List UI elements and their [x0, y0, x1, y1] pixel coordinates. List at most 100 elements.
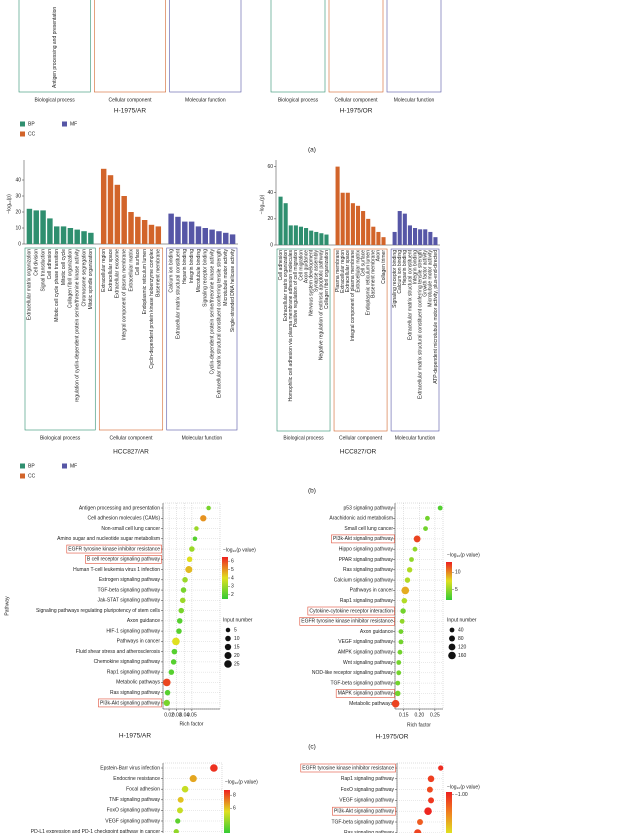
dot [163, 678, 171, 687]
x-axis-label: Rich factor [407, 722, 431, 728]
dot [424, 807, 432, 815]
dot [426, 786, 433, 793]
chart-title: H-1975/OR [376, 734, 409, 741]
x-tick-label: 0.04 [179, 712, 189, 718]
dot [404, 577, 411, 583]
pathway-label: Non-small cell lung cancer [101, 526, 160, 532]
colorbar-tick-label: 5 [231, 567, 234, 573]
category-label: Plasma membrane [335, 250, 341, 292]
category-label: Nervous system development [309, 249, 315, 315]
chart-title: HCC827/OR [340, 449, 377, 456]
x-tick-label: 0.05 [187, 712, 197, 718]
bar [340, 192, 345, 245]
dot [182, 577, 188, 583]
group-box [18, 0, 91, 93]
y-tick-label: 40 [267, 190, 273, 196]
bar [304, 228, 309, 245]
category-label: Positive regulation of cell migration [293, 250, 299, 327]
pathway-label: TGF-beta signaling pathway [331, 819, 394, 825]
group-box [270, 0, 326, 93]
legend-swatch [20, 473, 25, 479]
group-box [328, 0, 384, 93]
group-box [166, 247, 238, 431]
dot [409, 557, 414, 562]
pathway-label: Amino sugar and nucleotide sugar metabol… [57, 536, 160, 542]
bar [88, 232, 94, 244]
highlight-box [300, 763, 396, 773]
bar [188, 221, 195, 244]
pathway-label: PI3k-Akt signaling pathway [334, 809, 395, 815]
pathway-label: Small cell lung cancer [344, 526, 393, 532]
bar [202, 228, 209, 244]
size-legend-label: 15 [234, 644, 240, 650]
x-tick-label: 0.20 [414, 712, 424, 718]
size-legend-label: 20 [234, 653, 240, 659]
bar [168, 213, 174, 244]
dot [427, 775, 435, 783]
category-label: Cell division [34, 249, 40, 276]
pathway-label: VEGF signaling pathway [339, 798, 394, 804]
dot [189, 546, 195, 552]
category-label: Extracellular matrix organization [27, 249, 33, 320]
bar [135, 216, 141, 244]
dot [423, 526, 428, 531]
bar [376, 231, 381, 245]
legend-label: BP [28, 121, 35, 127]
category-label: Mitotic cell cycle phase transition [54, 249, 60, 322]
category-label: Cell adhesion [47, 249, 53, 280]
pathway-label: MAPK signaling pathway [338, 691, 394, 697]
pathway-label: Ras signaling pathway [344, 830, 395, 833]
pathway-label: Ras signaling pathway [110, 690, 161, 696]
pathway-label: Rap1 signaling pathway [341, 776, 395, 782]
size-legend-dot [224, 643, 232, 651]
category-label: Microtubule motor activity [223, 249, 229, 306]
category-label: Signal transduction [40, 249, 46, 292]
x-tick-label: 0.03 [172, 712, 182, 718]
bar [67, 228, 74, 244]
bar [121, 196, 127, 244]
pathway-label: Epstein-Barr virus infection [100, 765, 160, 771]
pathway-label: Antigen processing and presentation [79, 505, 160, 511]
colorbar-title: −log₁₀(p value) [225, 779, 258, 785]
pathway-label: Cytokine-cytokine receptor interaction [309, 608, 393, 614]
category-label: Extracellular region [101, 249, 107, 292]
bar [319, 233, 324, 245]
bar [309, 230, 314, 245]
group-label: Cellular component [339, 435, 383, 441]
size-legend-title: Input number [223, 617, 253, 623]
pathway-label: Estrogen signaling pathway [99, 577, 161, 583]
bar [402, 213, 407, 245]
bar [223, 232, 229, 244]
legend-label: BP [28, 463, 35, 469]
bar [428, 231, 433, 245]
highlight-box [332, 806, 396, 816]
legend-swatch [20, 463, 25, 469]
size-legend-dot [449, 635, 455, 642]
category-label: Collagen fibril organization [324, 250, 330, 309]
bar [392, 231, 397, 245]
y-tick-label: 20 [267, 216, 273, 222]
category-label: Collagen trimer [381, 250, 387, 284]
dot [401, 597, 408, 604]
bar [371, 226, 376, 245]
pathway-label: Focal adhesion [126, 787, 160, 793]
category-label: Synapse assembly [314, 250, 320, 292]
dot [397, 649, 403, 655]
pathway-label: Jak-STAT signaling pathway [97, 598, 160, 604]
bar [293, 225, 298, 245]
bar [107, 175, 114, 244]
size-legend-dot [225, 635, 231, 642]
y-axis-label: −log₁₀(p) [6, 194, 12, 214]
category-label: Chromosome segregation [81, 249, 87, 307]
pathway-label: HIF-1 signaling pathway [106, 628, 160, 634]
category-label: Extracellular space [345, 250, 351, 292]
pathway-label: Metabolic pathways [116, 680, 160, 686]
bar [47, 218, 53, 244]
group-box [94, 0, 166, 93]
group-label: Cellular component [334, 97, 378, 103]
dot [400, 608, 406, 614]
bar [175, 216, 181, 244]
size-legend-label: 80 [458, 636, 464, 642]
bar [216, 231, 222, 244]
pathway-label: Hippo signaling pathway [339, 547, 394, 553]
